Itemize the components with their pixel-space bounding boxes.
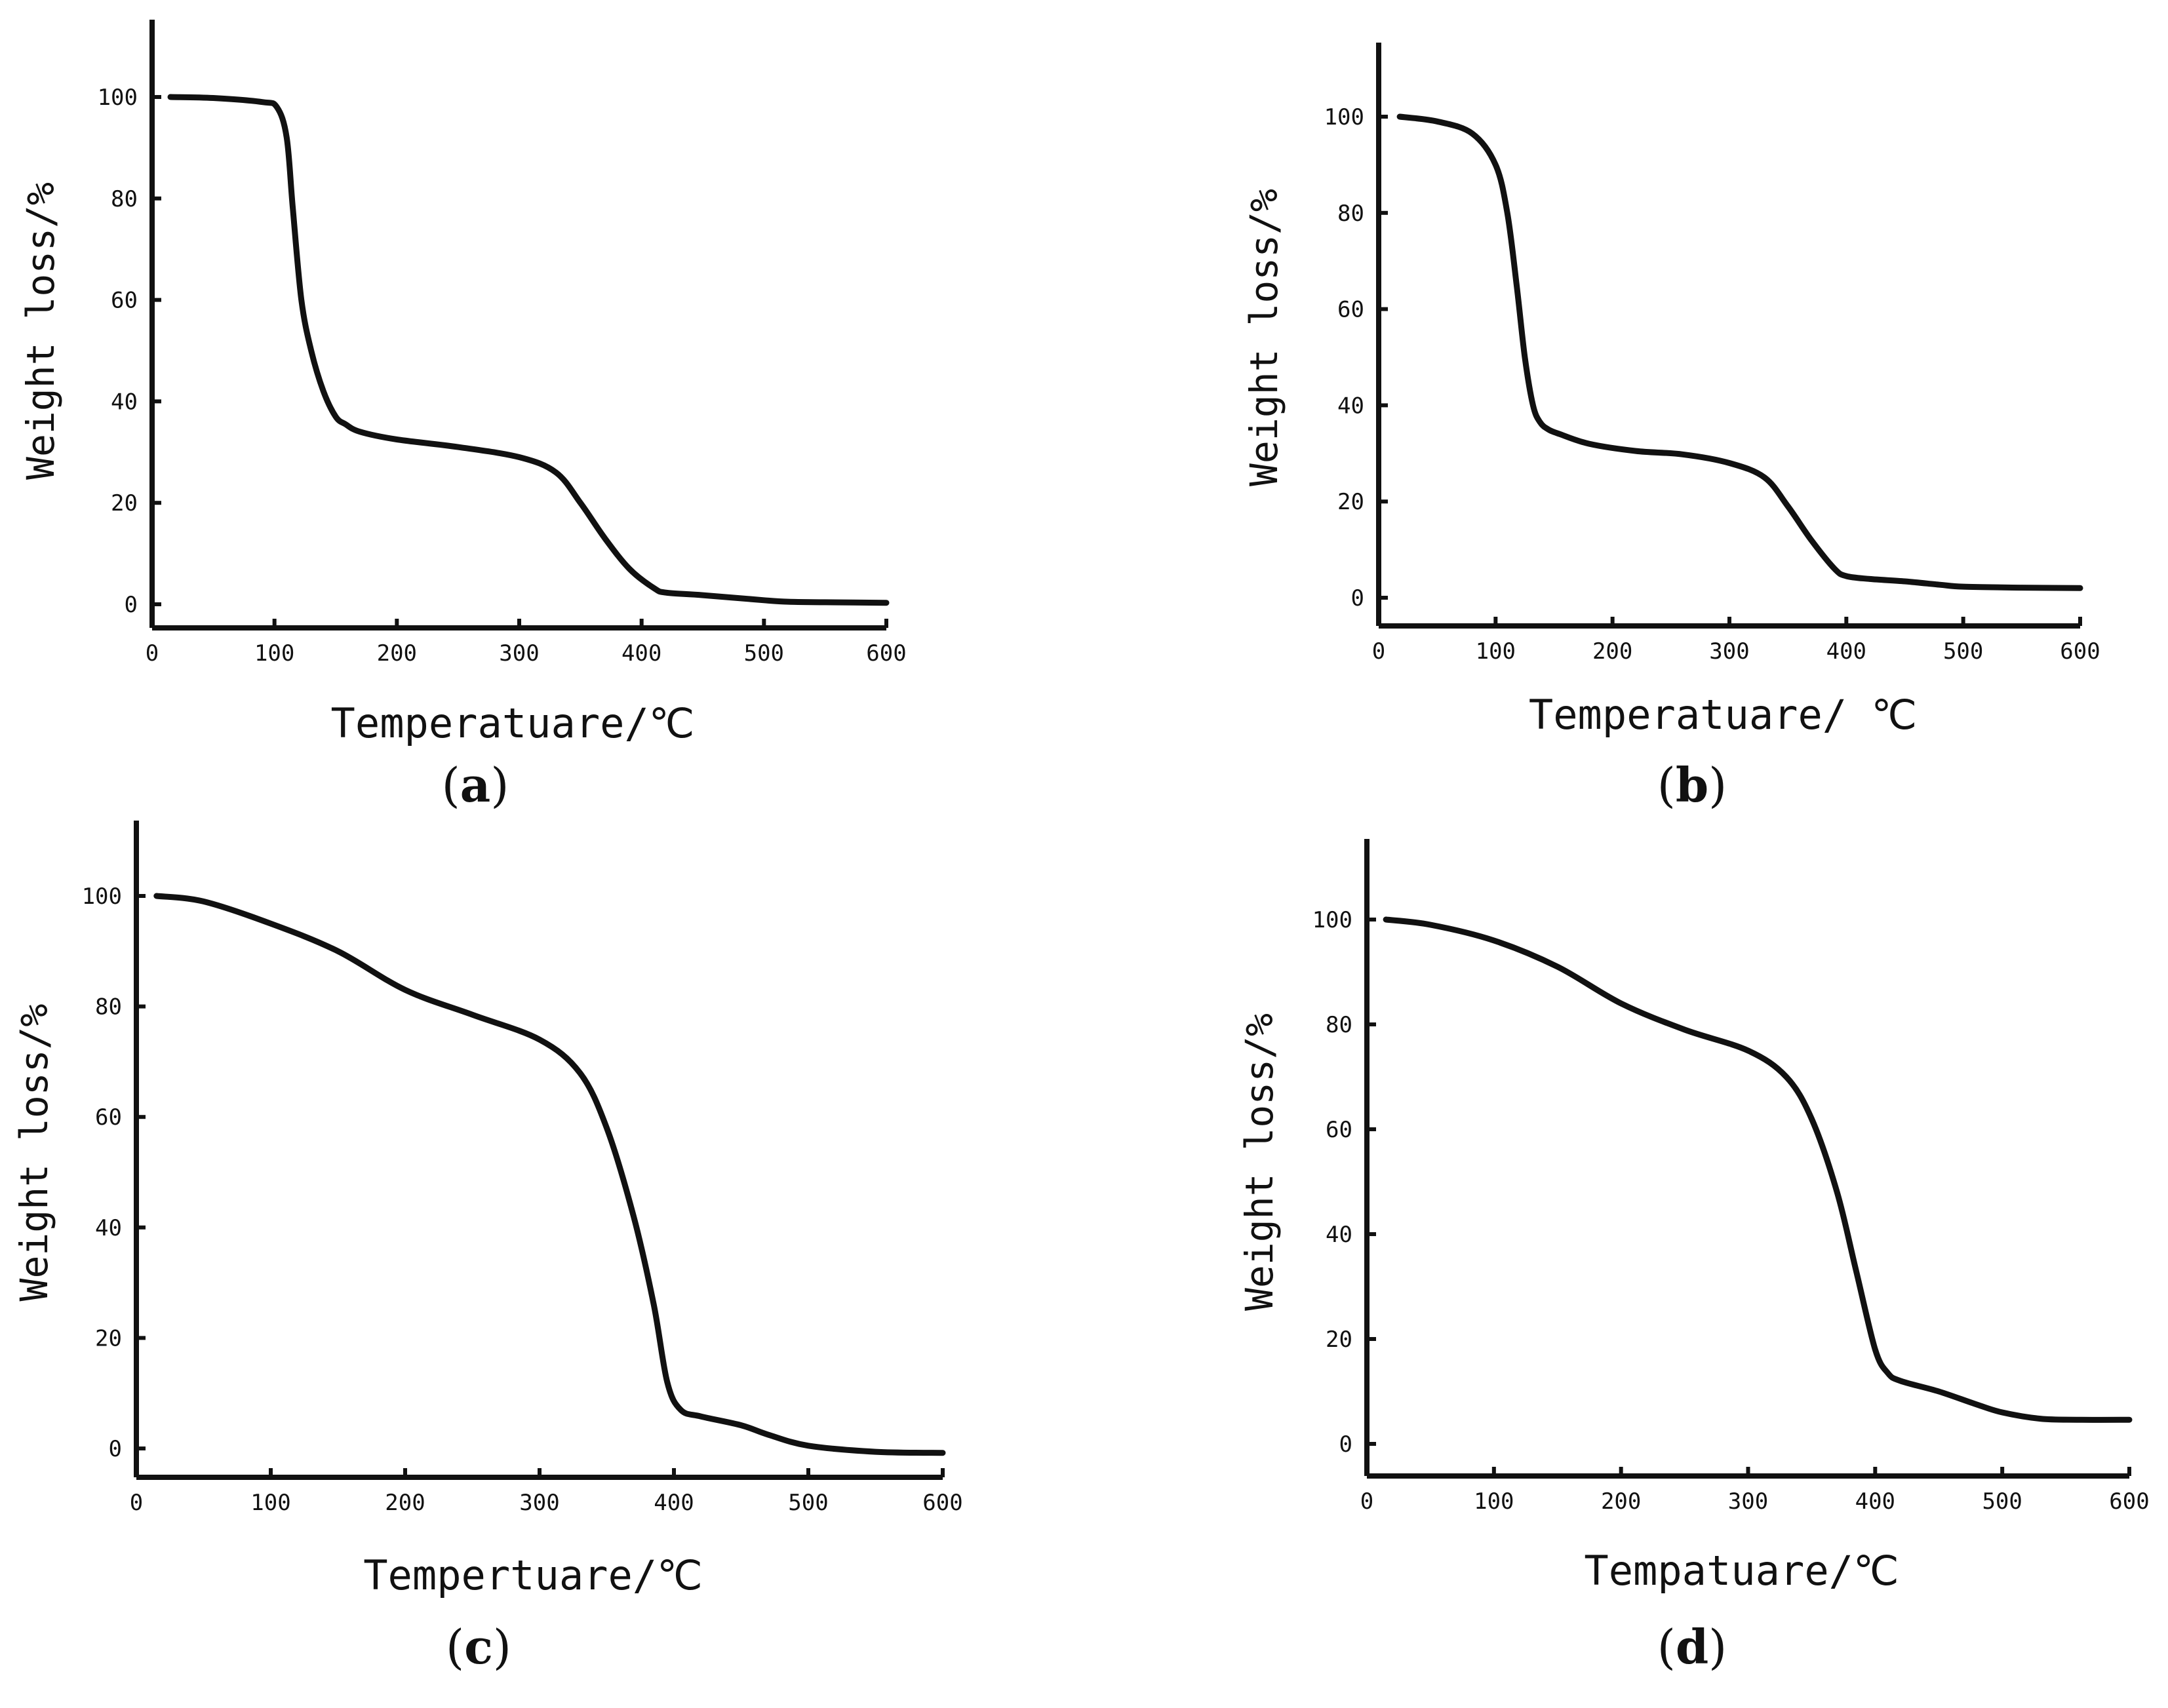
y-tick-label: 80 <box>95 994 122 1020</box>
x-tick-label: 500 <box>1943 638 1983 665</box>
chart-b-x-axis-title: Temperatuare/ ℃ <box>1529 691 1917 739</box>
y-tick-label: 40 <box>111 389 138 415</box>
y-tick-label: 100 <box>98 85 138 111</box>
panel-label-a: (a) <box>441 757 509 813</box>
chart-d-y-axis-title: Weight loss/% <box>1237 1013 1282 1311</box>
chart-a-svg: 0 20 40 60 80 100 0 100 200 300 400 500 … <box>18 20 907 747</box>
y-tick-label: 100 <box>1324 104 1364 130</box>
chart-d-x-ticks: 0 100 200 300 400 500 600 <box>1360 1488 2150 1515</box>
chart-d-svg: 0 20 40 60 80 100 0 100 200 300 400 500 … <box>1237 839 2150 1595</box>
chart-d-y-ticks: 0 20 40 60 80 100 <box>1312 907 1352 1458</box>
y-tick-label: 40 <box>1337 393 1364 419</box>
y-tick-label: 0 <box>109 1436 122 1462</box>
x-tick-label: 300 <box>499 640 539 667</box>
x-tick-label: 400 <box>621 640 661 667</box>
panel-label-c-letter: c <box>464 1619 493 1675</box>
chart-a-y-ticks: 0 20 40 60 80 100 <box>98 85 138 618</box>
chart-c-x-ticks: 0 100 200 300 400 500 600 <box>130 1490 963 1516</box>
y-tick-label: 20 <box>1337 489 1364 515</box>
y-tick-label: 80 <box>1326 1012 1352 1038</box>
chart-a-axes <box>149 20 886 631</box>
chart-b-svg: 0 20 40 60 80 100 0 100 200 300 400 500 … <box>1242 43 2100 739</box>
x-tick-label: 300 <box>519 1490 559 1516</box>
x-tick-label: 600 <box>2109 1488 2149 1515</box>
x-tick-label: 500 <box>744 640 784 667</box>
chart-c-y-axis-title: Weight loss/% <box>12 1004 56 1302</box>
y-tick-label: 0 <box>125 592 138 618</box>
chart-c-x-axis-title: Tempertuare/℃ <box>363 1551 703 1599</box>
x-tick-label: 600 <box>922 1490 962 1516</box>
y-tick-label: 60 <box>1337 297 1364 323</box>
x-tick-label: 400 <box>1855 1488 1895 1515</box>
x-tick-label: 0 <box>1372 638 1385 665</box>
x-tick-label: 100 <box>1476 638 1516 665</box>
chart-b-y-axis-title: Weight loss/% <box>1242 189 1286 486</box>
y-tick-label: 40 <box>95 1215 122 1241</box>
x-tick-label: 0 <box>146 640 159 667</box>
y-tick-label: 0 <box>1351 585 1364 611</box>
chart-b-y-ticks: 0 20 40 60 80 100 <box>1324 104 1364 611</box>
x-tick-label: 500 <box>788 1490 828 1516</box>
y-tick-label: 0 <box>1339 1431 1352 1458</box>
chart-b-x-ticks: 0 100 200 300 400 500 600 <box>1372 638 2100 665</box>
y-tick-label: 20 <box>95 1325 122 1351</box>
x-tick-label: 200 <box>377 640 417 667</box>
x-tick-label: 100 <box>254 640 294 667</box>
x-tick-label: 600 <box>866 640 906 667</box>
x-tick-label: 500 <box>1982 1488 2022 1515</box>
panel-label-a-letter: a <box>460 757 491 813</box>
chart-c-svg: 0 20 40 60 80 100 0 100 200 300 400 500 … <box>12 821 963 1599</box>
y-tick-label: 80 <box>111 186 138 212</box>
x-tick-label: 0 <box>130 1490 143 1516</box>
x-tick-label: 300 <box>1728 1488 1768 1515</box>
chart-d-x-axis-title: Tempatuare/℃ <box>1584 1547 1899 1595</box>
panel-b: 0 20 40 60 80 100 0 100 200 300 400 500 … <box>1084 0 2168 826</box>
chart-b-axes <box>1376 43 2080 629</box>
chart-c-y-ticks: 0 20 40 60 80 100 <box>82 883 122 1462</box>
y-tick-label: 80 <box>1337 201 1364 227</box>
panel-c: 0 20 40 60 80 100 0 100 200 300 400 500 … <box>0 806 1084 1708</box>
panel-label-c: (c) <box>445 1619 512 1675</box>
x-tick-label: 400 <box>654 1490 694 1516</box>
panel-label-d: (d) <box>1657 1619 1727 1675</box>
x-tick-label: 200 <box>1592 638 1632 665</box>
y-tick-label: 60 <box>1326 1117 1352 1143</box>
y-tick-label: 100 <box>1312 907 1352 933</box>
chart-c-series-line <box>153 893 946 1456</box>
panel-label-b: (b) <box>1657 757 1727 813</box>
y-tick-label: 20 <box>111 490 138 516</box>
x-tick-label: 200 <box>1601 1488 1641 1515</box>
chart-b-series-line <box>1396 113 2083 591</box>
x-tick-label: 400 <box>1826 638 1866 665</box>
chart-a-y-axis-title: Weight loss/% <box>18 182 63 480</box>
panel-label-d-letter: d <box>1675 1619 1709 1675</box>
y-tick-label: 100 <box>82 883 122 910</box>
panel-label-b-letter: b <box>1675 757 1709 813</box>
x-tick-label: 200 <box>385 1490 425 1516</box>
chart-a-x-ticks: 0 100 200 300 400 500 600 <box>146 640 907 667</box>
chart-d-series-line <box>1383 916 2133 1423</box>
y-tick-label: 60 <box>111 288 138 314</box>
x-tick-label: 300 <box>1709 638 1749 665</box>
x-tick-label: 100 <box>250 1490 290 1516</box>
y-tick-label: 20 <box>1326 1327 1352 1353</box>
chart-a-x-axis-title: Temperatuare/℃ <box>331 699 695 747</box>
panel-d: 0 20 40 60 80 100 0 100 200 300 400 500 … <box>1084 806 2168 1708</box>
x-tick-label: 0 <box>1360 1488 1373 1515</box>
panel-a: 0 20 40 60 80 100 0 100 200 300 400 500 … <box>0 0 1084 826</box>
x-tick-label: 100 <box>1474 1488 1514 1515</box>
x-tick-label: 600 <box>2060 638 2100 665</box>
y-tick-label: 60 <box>95 1104 122 1131</box>
chart-a-series-line <box>167 94 890 606</box>
y-tick-label: 40 <box>1326 1222 1352 1248</box>
